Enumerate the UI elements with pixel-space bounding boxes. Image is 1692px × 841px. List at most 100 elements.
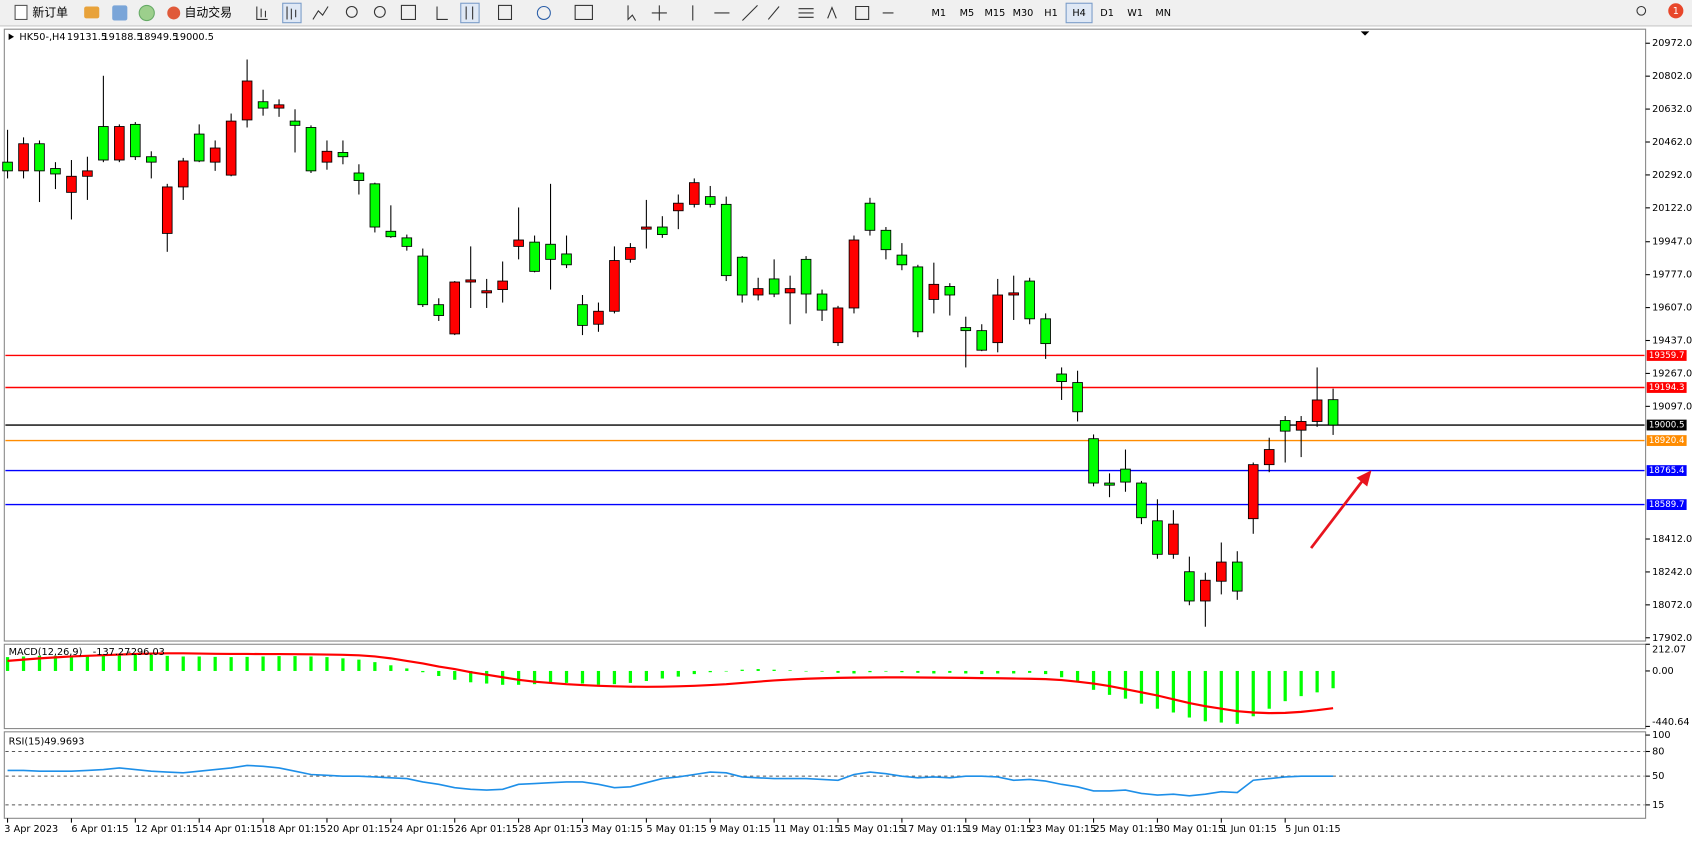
candle-body [465,279,476,283]
icon[interactable] [286,6,297,20]
indicator-value: -137.27 [93,647,130,658]
candle-body [1200,579,1211,602]
y-tick-label: 20122.0 [1652,203,1692,214]
candle-body [816,293,828,311]
candle-body [944,286,956,296]
macd-bar [980,670,984,675]
candle-body [513,239,524,247]
icon[interactable] [536,5,551,20]
timeframe-label: M5 [960,8,975,19]
macd-bar [437,670,441,676]
icon[interactable] [138,4,155,22]
icon-active[interactable] [460,2,480,24]
macd-bar [261,656,265,671]
macd-bar [900,670,904,673]
candle-body [66,175,77,193]
macd-bar [1028,670,1032,673]
macd-bar [1283,670,1287,702]
icon[interactable] [497,4,513,20]
icon[interactable] [84,6,100,19]
macd-bar [389,665,393,671]
search-icon[interactable] [1636,5,1647,16]
icon[interactable] [112,5,128,21]
macd-bar [692,670,696,675]
timeframe-button[interactable]: D1 [1100,8,1114,19]
icon[interactable] [256,6,268,20]
symbol-label: HK50-,H4 [19,32,65,43]
candle-body [321,150,333,163]
y-tick-label: 19607.0 [1652,303,1692,314]
y-tick-label: -440.64 [1652,717,1689,728]
icon[interactable] [312,6,329,20]
macd-bar [405,668,409,671]
macd-bar [932,670,936,674]
candle-body [1040,318,1051,345]
macd-bar [948,670,952,673]
macd-bar [1203,670,1207,722]
macd-bar [1123,670,1128,699]
new-order-icon [14,4,28,20]
timeframe-button[interactable]: H4 [1065,2,1093,24]
price-label-bg [1646,419,1687,431]
macd-bar [740,669,744,671]
candle-body [401,237,413,247]
x-tick-label: 6 Apr 01:15 [71,824,128,835]
icon[interactable] [400,4,416,20]
macd-bar [564,670,569,683]
signal-line [7,652,1334,715]
ohlc-label: 18949.5 [138,32,178,43]
candle-body [960,327,972,332]
y-tick-label: 19947.0 [1652,237,1692,248]
macd-bar [53,655,58,671]
y-tick-label: 17902.0 [1652,633,1692,644]
timeframe-button[interactable]: M1 [932,8,947,19]
macd-bar [133,654,137,671]
candle-body [1247,464,1259,520]
macd-bar [1091,670,1096,690]
icon[interactable] [465,6,474,20]
candle-body [800,258,812,295]
macd-bar [708,670,712,673]
new-order-button[interactable]: 新订单 [14,4,68,20]
macd-bar [1107,670,1112,695]
candle-body [177,160,189,188]
candle-body [385,230,397,238]
candle-body [1136,482,1147,519]
candle-body [768,278,780,295]
macd-bar [485,670,489,684]
rsi-line [7,764,1334,797]
macd-bar [580,670,585,684]
macd-bar [836,670,840,673]
macd-bar [612,670,617,685]
auto-trading-button[interactable]: 自动交易 [167,5,232,19]
candle-body [1056,373,1067,382]
macd-bar [165,655,169,671]
icon-active[interactable] [282,2,302,24]
candle-body [529,241,540,272]
macd-bar [1219,670,1223,723]
timeframe-button[interactable]: H1 [1044,8,1057,19]
icon[interactable] [373,5,386,18]
macd-bar [197,656,201,671]
notification-badge[interactable] [1668,3,1684,19]
icon[interactable] [436,6,448,20]
timeframe-button[interactable]: M5 [960,8,975,19]
icon[interactable] [827,5,894,20]
icon[interactable] [627,5,814,21]
timeframe-button[interactable]: M15 [985,8,1006,19]
y-tick-label: 100 [1652,730,1671,741]
timeframe-button[interactable]: W1 [1127,8,1143,19]
timeframe-button[interactable]: M30 [1013,8,1034,19]
candle-body [1168,523,1179,555]
candle-body [1327,399,1339,426]
candle-body [34,143,45,172]
x-tick-label: 5 May 01:15 [646,824,706,835]
icon[interactable] [345,5,358,18]
icon[interactable] [574,4,593,20]
candle-body [145,156,157,163]
macd-bar [868,670,872,673]
timeframe-button[interactable]: MN [1155,8,1171,19]
x-tick-label: 30 May 01:15 [1157,824,1224,835]
candle-body [50,168,61,175]
y-tick-label: 20802.0 [1652,71,1692,82]
